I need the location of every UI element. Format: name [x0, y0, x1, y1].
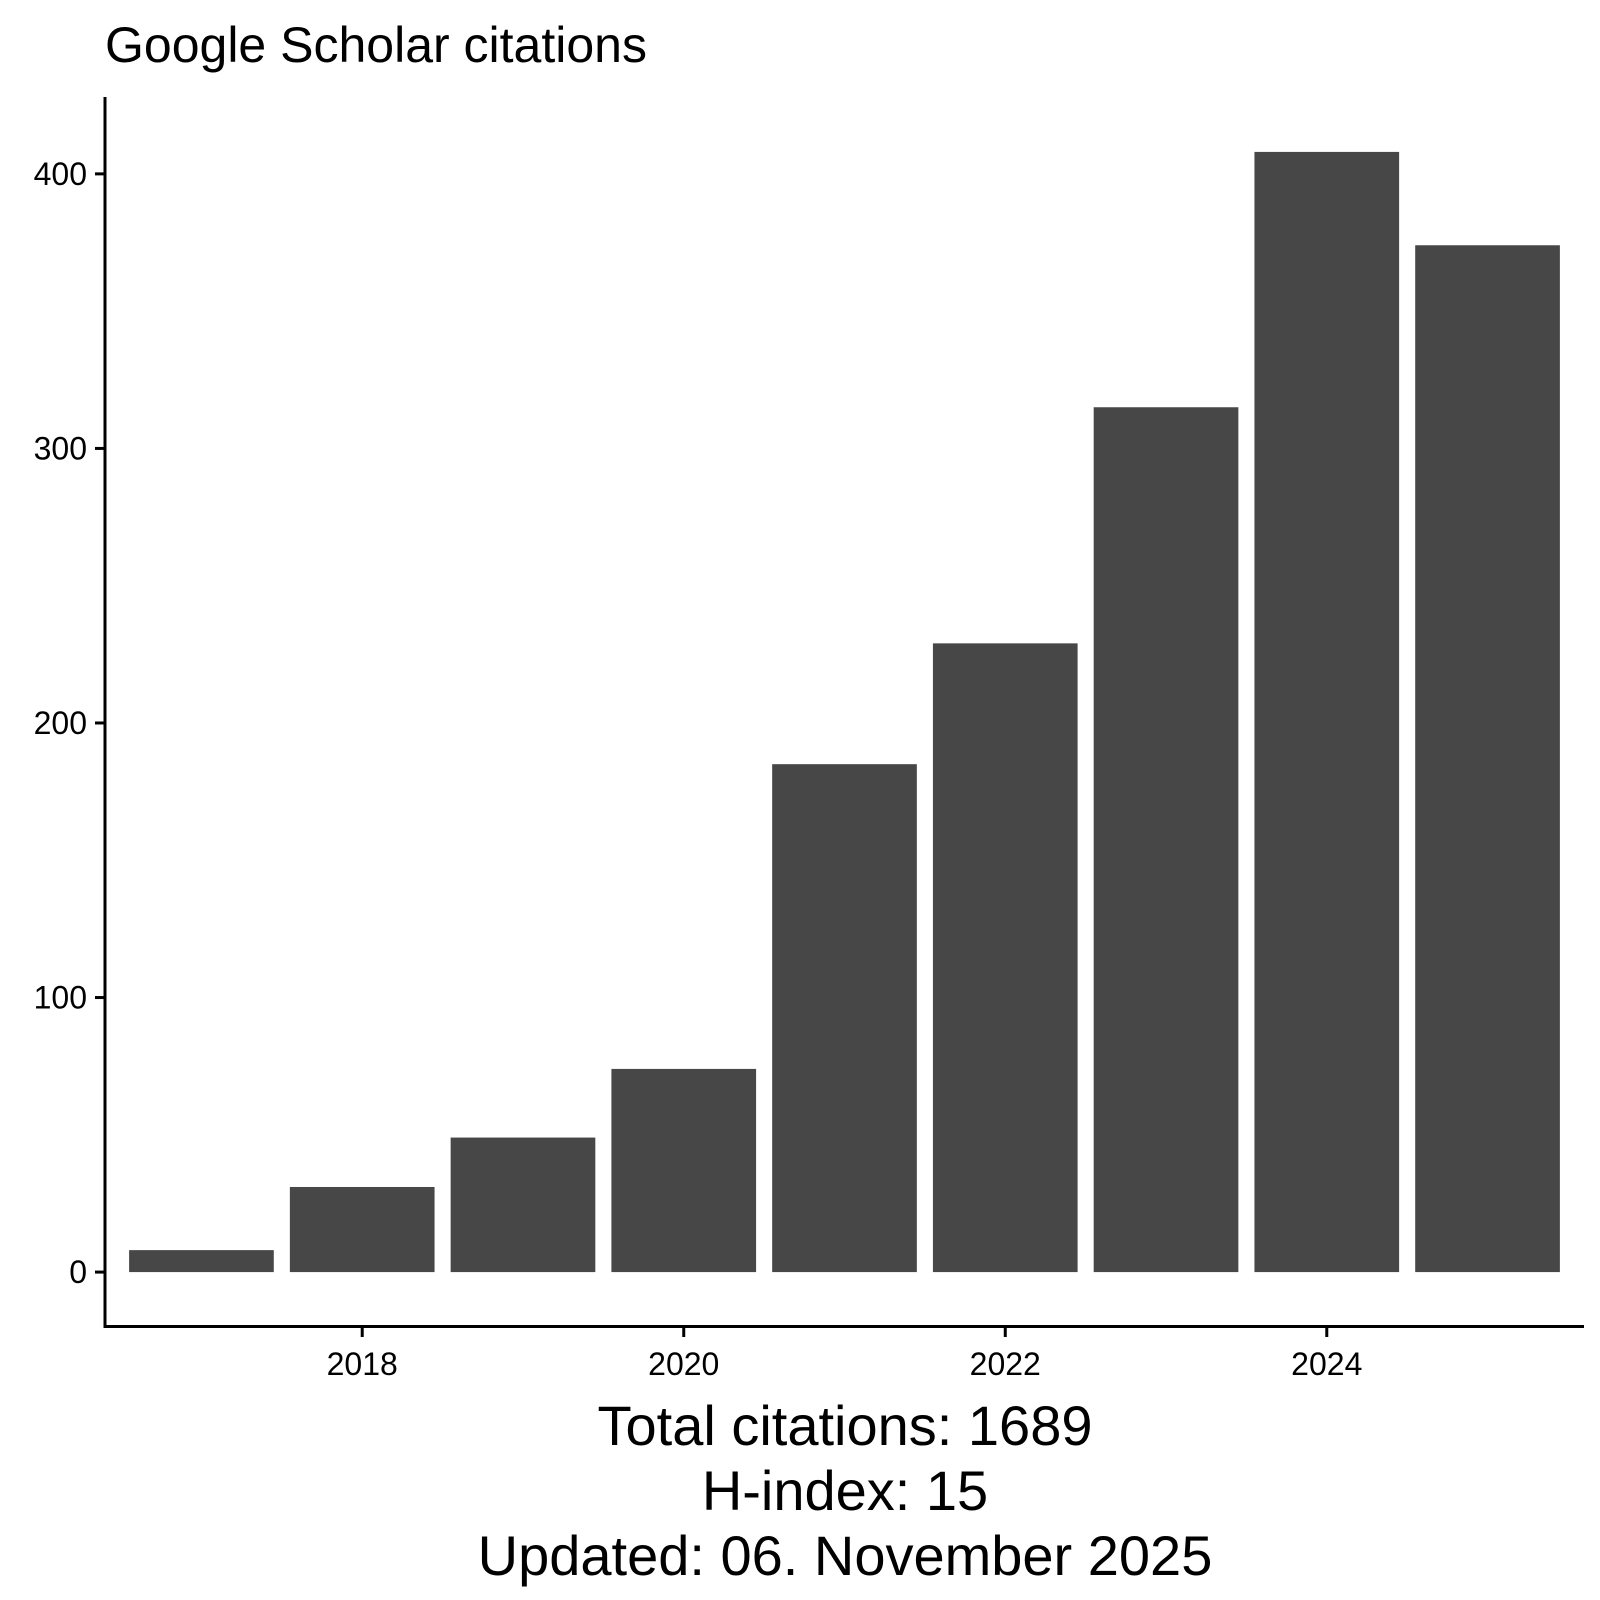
- x-tick-label-2024: 2024: [1291, 1346, 1362, 1382]
- caption-h-index: H-index: 15: [702, 1459, 988, 1522]
- x-ticks-layer: 2018 2020 2022 2024: [327, 1327, 1362, 1382]
- bars-layer: [129, 151, 1560, 1273]
- bar-2025: [1415, 245, 1560, 1273]
- x-tick-label-2018: 2018: [327, 1346, 398, 1382]
- x-tick-label-2022: 2022: [970, 1346, 1041, 1382]
- y-tick-label-300: 300: [34, 430, 87, 466]
- x-tick-label-2020: 2020: [648, 1346, 719, 1382]
- bar-2017: [129, 1250, 274, 1273]
- caption: Total citations: 1689 H-index: 15 Update…: [478, 1394, 1213, 1587]
- y-tick-label-0: 0: [69, 1254, 87, 1290]
- bar-2022: [932, 643, 1078, 1273]
- axes-layer: [103, 97, 1584, 1328]
- bar-2020: [611, 1068, 757, 1273]
- chart-title: Google Scholar citations: [105, 17, 647, 73]
- y-tick-label-400: 400: [34, 156, 87, 192]
- bar-2023: [1093, 407, 1239, 1273]
- y-tick-label-200: 200: [34, 705, 87, 741]
- y-tick-label-100: 100: [34, 980, 87, 1016]
- y-ticks-layer: 0 100 200 300 400: [34, 156, 105, 1290]
- caption-total-citations: Total citations: 1689: [598, 1394, 1093, 1457]
- bar-2021: [772, 764, 917, 1273]
- bar-2024: [1254, 151, 1400, 1273]
- bar-2018: [289, 1186, 435, 1273]
- caption-updated: Updated: 06. November 2025: [478, 1524, 1213, 1587]
- bar-2019: [450, 1137, 596, 1273]
